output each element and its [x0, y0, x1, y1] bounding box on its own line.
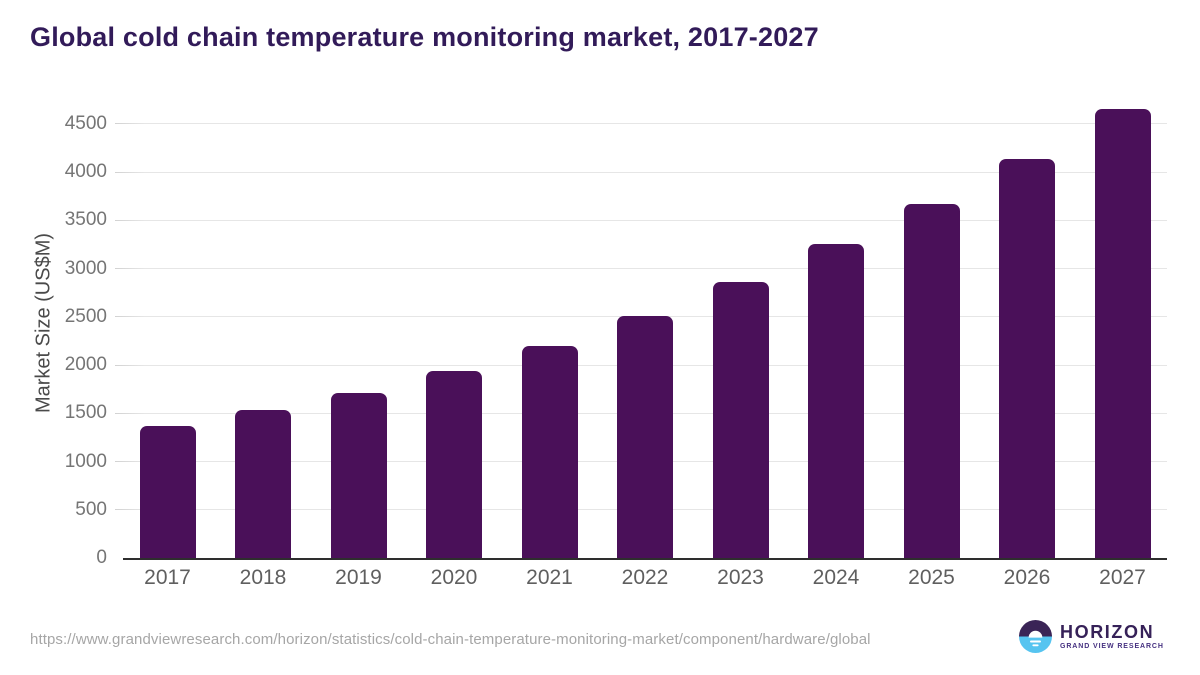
logo-subtitle: GRAND VIEW RESEARCH — [1060, 642, 1164, 650]
x-tick-label: 2023 — [717, 566, 764, 589]
source-url: https://www.grandviewresearch.com/horizo… — [30, 631, 871, 648]
y-tick-label: 1500 — [64, 402, 107, 424]
bar-2017[interactable] — [139, 425, 196, 558]
gridline — [115, 123, 1167, 125]
y-tick-label: 0 — [96, 547, 107, 568]
bar-2027[interactable] — [1094, 109, 1151, 558]
y-tick-label: 4500 — [64, 112, 107, 134]
bar-2019[interactable] — [330, 392, 387, 558]
bar-2021[interactable] — [521, 346, 578, 558]
logo-brand: HORIZON — [1060, 621, 1155, 642]
y-tick-label: 4000 — [64, 161, 107, 182]
y-tick-label: 3000 — [64, 257, 107, 279]
bar-2026[interactable] — [999, 159, 1055, 558]
x-tick-label: 2022 — [621, 566, 669, 589]
plot-area — [115, 103, 1167, 560]
gridline — [115, 219, 1167, 221]
x-tick-label: 2020 — [430, 566, 478, 589]
x-axis-labels: 2017 2018 2019 2020 2021 2022 2023 2024 2025 2026… — [123, 564, 1167, 594]
x-tick-label: 2026 — [1003, 566, 1051, 589]
x-tick-label: 2019 — [335, 566, 382, 589]
gridline — [115, 268, 1167, 269]
y-tick-label: 1000 — [64, 450, 107, 472]
page-title: Global cold chain temperature monitoring… — [30, 22, 819, 52]
sunrise-circle-icon — [1019, 620, 1052, 653]
x-tick-label: 2018 — [239, 566, 287, 589]
gridline — [115, 171, 1167, 173]
x-tick-label: 2024 — [812, 566, 860, 589]
bar-2018[interactable] — [235, 409, 291, 558]
bar-2022[interactable] — [617, 315, 673, 558]
x-tick-label: 2021 — [526, 566, 573, 589]
x-tick-label: 2017 — [144, 566, 191, 589]
y-tick-label: 500 — [75, 498, 107, 520]
bar-2023[interactable] — [712, 282, 769, 558]
x-tick-label: 2025 — [908, 566, 955, 589]
logo-text: HORIZON GRAND VIEW RESEARCH — [1060, 621, 1164, 651]
y-axis-labels: 0 500 1000 1500 2000 2500 3000 3500 4000 4500 — [0, 103, 107, 567]
x-tick-label: 2027 — [1099, 566, 1146, 589]
y-tick-label: 2500 — [64, 305, 107, 327]
bar-2024[interactable] — [808, 244, 864, 558]
horizon-logo: HORIZON GRAND VIEW RESEARCH — [1019, 620, 1164, 653]
bar-2025[interactable] — [903, 204, 960, 558]
y-tick-label: 2000 — [64, 354, 107, 375]
bar-2020[interactable] — [426, 370, 482, 558]
x-axis-line — [123, 558, 1167, 560]
y-tick-label: 3500 — [64, 209, 107, 231]
